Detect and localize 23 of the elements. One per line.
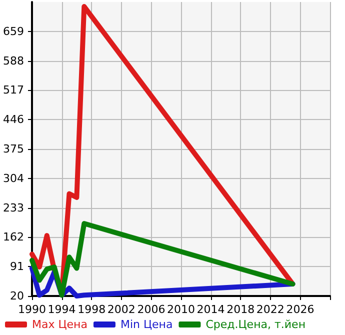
y-tick-label: 20: [10, 290, 24, 302]
y-tick-label: 659: [2, 24, 24, 38]
x-tick-label: 2002: [107, 303, 136, 316]
x-tick-label: 2022: [256, 303, 284, 316]
x-tick-label: 1998: [78, 303, 106, 316]
x-tick-label: 1994: [48, 303, 76, 316]
x-tick-label: 1990: [18, 303, 46, 316]
legend-label: Max Цена: [32, 318, 88, 331]
y-tick-label: 446: [2, 113, 24, 126]
y-tick-label: 304: [2, 172, 24, 185]
y-tick-label: 162: [2, 230, 24, 244]
x-tick-label: 2018: [226, 303, 255, 316]
y-tick-label: 588: [2, 54, 24, 68]
y-tick-label: 233: [2, 201, 24, 214]
legend-label: Сред.Цена, т.йен: [206, 318, 306, 331]
x-tick-label: 2026: [286, 303, 314, 316]
y-tick-label: 517: [2, 84, 24, 97]
legend-label: Min Цена: [120, 318, 173, 331]
x-tick-label: 2010: [167, 303, 195, 316]
y-tick-label: 375: [2, 142, 24, 156]
x-tick-label: 2014: [196, 303, 225, 316]
y-tick-label: 91: [10, 260, 24, 274]
x-tick-label: 2006: [137, 303, 166, 316]
